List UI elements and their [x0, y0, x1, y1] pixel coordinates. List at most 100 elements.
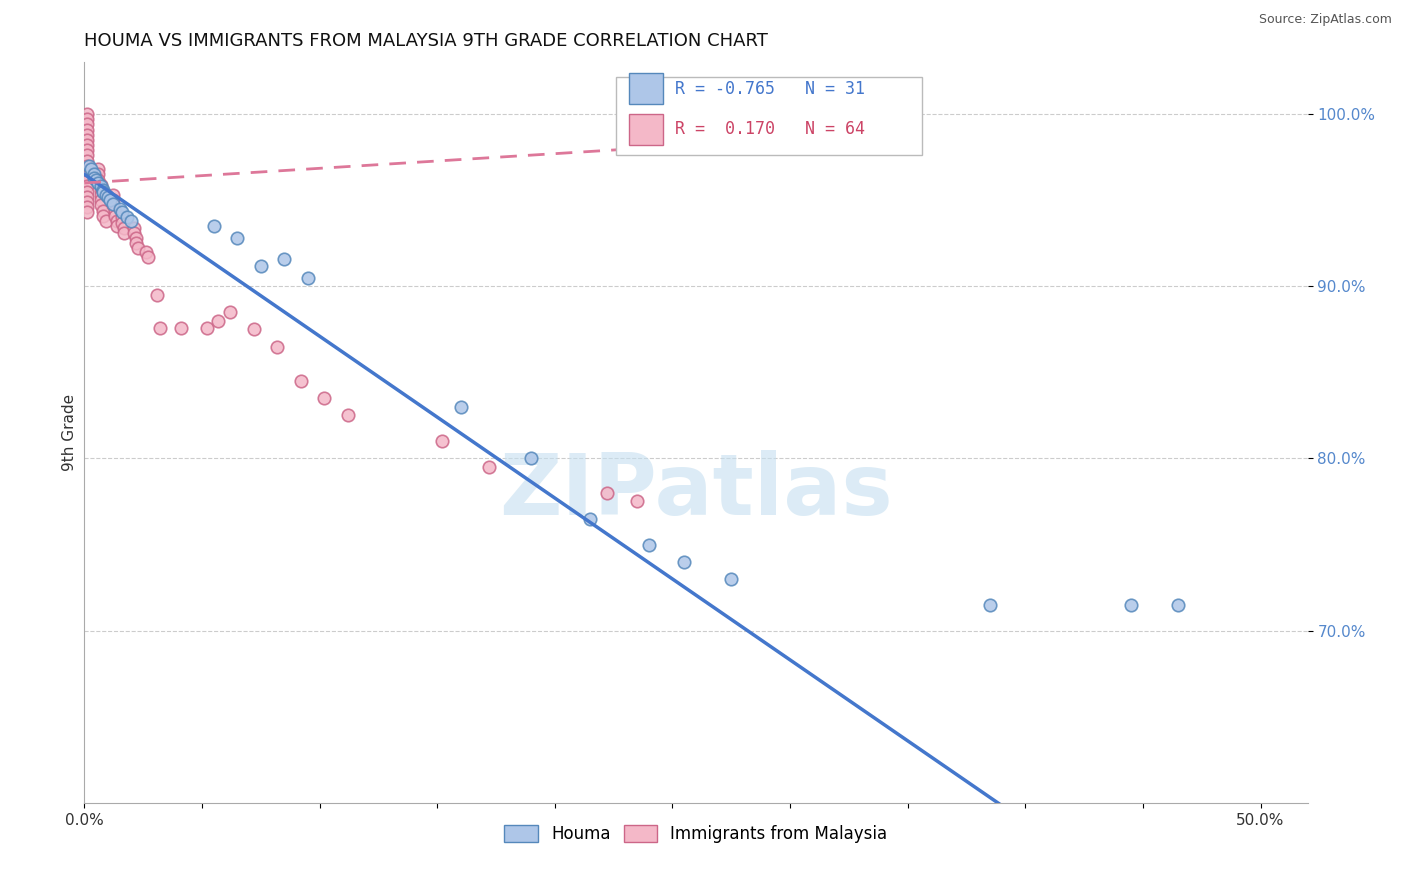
Point [638, 537, 661, 551]
Point [80, 162, 103, 177]
Point [595, 486, 617, 500]
Point [76, 112, 98, 127]
Point [290, 374, 312, 388]
Point [76, 117, 98, 131]
Point [76, 107, 98, 121]
Point [83, 167, 105, 181]
Point [478, 460, 501, 475]
Point [76, 174, 98, 188]
Point [76, 194, 98, 209]
Point [90, 193, 112, 207]
Point [101, 196, 124, 211]
Point [1121, 598, 1143, 612]
Point [125, 236, 148, 251]
Point [135, 244, 157, 259]
Point [720, 572, 742, 586]
Text: Source: ZipAtlas.com: Source: ZipAtlas.com [1258, 13, 1392, 27]
Point [195, 320, 218, 334]
Point [314, 391, 336, 405]
Point [336, 409, 359, 423]
Point [101, 193, 124, 207]
Point [979, 598, 1001, 612]
Point [219, 305, 242, 319]
Point [98, 193, 121, 207]
Point [77, 159, 100, 173]
Point [626, 494, 648, 508]
Point [111, 216, 134, 230]
Text: HOUMA VS IMMIGRANTS FROM MALAYSIA 9TH GRADE CORRELATION CHART: HOUMA VS IMMIGRANTS FROM MALAYSIA 9TH GR… [84, 32, 768, 50]
Point [207, 314, 229, 328]
Point [91, 183, 114, 197]
Bar [628, 73, 664, 104]
Point [579, 512, 602, 526]
Text: R =  0.170   N = 64: R = 0.170 N = 64 [675, 120, 865, 138]
Point [76, 205, 98, 219]
Point [120, 214, 142, 228]
Point [76, 169, 98, 183]
Point [111, 205, 134, 219]
Point [104, 203, 127, 218]
FancyBboxPatch shape [616, 78, 922, 155]
Point [76, 164, 98, 178]
Point [112, 226, 135, 240]
Point [76, 148, 98, 162]
Point [105, 219, 128, 233]
Point [127, 241, 149, 255]
Text: R = -0.765   N = 31: R = -0.765 N = 31 [675, 79, 865, 98]
Point [297, 270, 319, 285]
Point [104, 209, 127, 223]
Point [242, 322, 264, 336]
Legend: Houma, Immigrants from Malaysia: Houma, Immigrants from Malaysia [498, 819, 894, 850]
Point [673, 555, 696, 569]
Point [149, 320, 172, 334]
Point [170, 320, 193, 334]
Point [76, 190, 98, 204]
Point [266, 339, 288, 353]
Point [76, 128, 98, 142]
Point [101, 188, 124, 202]
Point [520, 451, 543, 466]
Point [76, 133, 98, 147]
Point [90, 183, 112, 197]
Point [112, 220, 135, 235]
Point [76, 159, 98, 173]
Point [76, 179, 98, 194]
Text: ZIPatlas: ZIPatlas [499, 450, 893, 533]
Point [97, 190, 120, 204]
Point [202, 219, 225, 233]
Point [94, 214, 117, 228]
Point [125, 231, 148, 245]
Point [90, 179, 112, 194]
Point [105, 214, 128, 228]
Point [226, 231, 249, 245]
Point [76, 122, 98, 136]
Point [87, 172, 110, 186]
Point [76, 138, 98, 153]
Point [94, 188, 117, 202]
Point [76, 143, 98, 157]
Point [87, 167, 110, 181]
Point [249, 259, 271, 273]
Point [84, 172, 107, 186]
Point [450, 400, 472, 414]
Point [76, 200, 98, 214]
Point [273, 252, 295, 266]
Point [91, 203, 114, 218]
Point [90, 198, 112, 212]
Point [87, 162, 110, 177]
Point [91, 209, 114, 223]
Point [115, 211, 138, 225]
Point [90, 188, 112, 202]
Point [76, 185, 98, 199]
Point [108, 202, 131, 216]
Point [430, 434, 453, 449]
Point [83, 170, 105, 185]
Y-axis label: 9th Grade: 9th Grade [62, 394, 77, 471]
Point [91, 185, 114, 199]
Point [136, 250, 159, 264]
Point [146, 288, 169, 302]
Bar [628, 113, 664, 145]
Point [122, 220, 145, 235]
Point [122, 226, 145, 240]
Point [101, 198, 124, 212]
